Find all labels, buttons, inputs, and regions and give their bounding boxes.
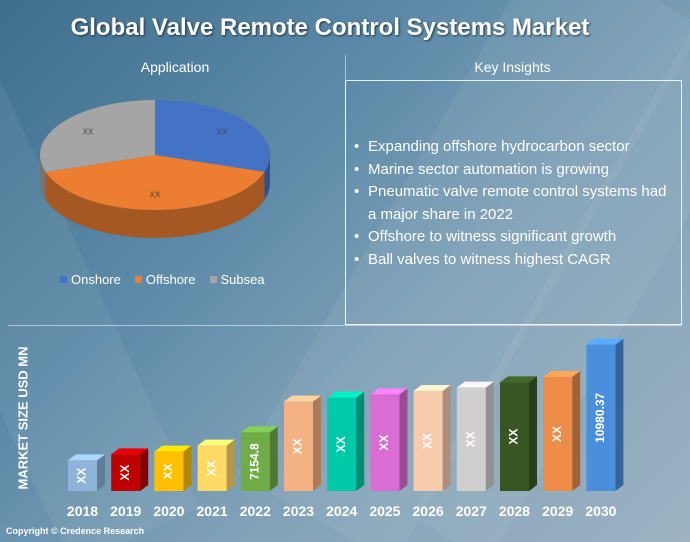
bar-top xyxy=(327,391,365,398)
legend-label: Offshore xyxy=(145,272,196,287)
bar-value-label: XX xyxy=(291,438,305,454)
bar-side xyxy=(485,381,494,491)
application-heading: Application xyxy=(140,59,210,75)
legend-item: Subsea xyxy=(209,272,265,287)
bar-top xyxy=(197,439,235,446)
bar-side xyxy=(183,445,192,491)
bar xyxy=(413,391,443,491)
pie-slice xyxy=(155,100,270,172)
bar-side xyxy=(97,454,105,491)
bar xyxy=(456,387,486,491)
pie-slice xyxy=(40,100,155,172)
legend-swatch xyxy=(134,276,142,283)
bar-value-label: XX xyxy=(507,429,521,445)
pie-slice-label: XX xyxy=(150,191,161,200)
bar-chart: XX 2018 XX 2019 XX 2020 XX 2021 7154.8 2022 XX 2023… xyxy=(67,338,624,519)
bar-side xyxy=(313,395,321,491)
pie-legend: Onshore Offshore Subsea xyxy=(60,272,265,287)
bar xyxy=(197,445,227,491)
pie-slice-label: XX xyxy=(83,128,94,137)
bar-side xyxy=(615,338,624,491)
section-divider xyxy=(8,325,682,326)
bar-value-label: XX xyxy=(334,436,348,452)
legend-item: Offshore xyxy=(134,272,196,287)
bar-top xyxy=(413,385,451,391)
bar-value-label: 10980.37 xyxy=(593,392,607,442)
legend-label: Subsea xyxy=(220,272,265,287)
x-tick-label: 2028 xyxy=(499,503,530,519)
x-tick-label: 2025 xyxy=(369,503,400,519)
legend-swatch xyxy=(209,276,217,283)
insight-item: Offshore to witness significant growth xyxy=(354,226,673,249)
insights-box: Expanding offshore hydrocarbon sectorMar… xyxy=(345,80,682,325)
bar-value-label: XX xyxy=(420,433,434,449)
bar-top xyxy=(240,426,278,433)
bar-side xyxy=(226,439,235,491)
bar-side xyxy=(529,376,537,491)
x-tick-label: 2018 xyxy=(67,503,98,519)
bar-top xyxy=(68,454,105,461)
bar xyxy=(154,451,184,491)
bar xyxy=(327,397,357,491)
bar xyxy=(284,401,313,491)
x-tick-label: 2027 xyxy=(456,503,487,519)
legend-label: Onshore xyxy=(71,272,121,287)
x-tick-label: 2026 xyxy=(413,503,444,519)
x-tick-label: 2019 xyxy=(110,503,141,519)
legend-item: Onshore xyxy=(60,272,121,287)
bar-top xyxy=(370,388,408,395)
bar xyxy=(543,377,573,491)
bar-top xyxy=(543,371,581,377)
x-tick-label: 2022 xyxy=(240,503,271,519)
bar-value-label: XX xyxy=(204,460,218,476)
bar-top xyxy=(500,376,537,383)
bar-side xyxy=(356,391,365,491)
bar-value-label: XX xyxy=(377,435,391,451)
pie-slice-label: XX xyxy=(217,128,228,137)
bar-value-label: XX xyxy=(161,463,175,479)
x-tick-label: 2024 xyxy=(326,503,357,519)
bar-side xyxy=(572,371,581,491)
insights-list: Expanding offshore hydrocarbon sectorMar… xyxy=(346,81,681,271)
bar-top xyxy=(284,395,321,402)
pie-slice-side xyxy=(264,155,270,200)
bar-top xyxy=(586,338,624,345)
copyright-text: Copyright © Credence Research xyxy=(6,526,145,536)
bar-value-label: 7154.8 xyxy=(247,443,261,480)
bar-side xyxy=(269,426,278,491)
x-tick-label: 2021 xyxy=(197,503,228,519)
x-tick-label: 2030 xyxy=(585,503,616,519)
legend-swatch xyxy=(60,276,67,283)
insight-item: Ball valves to witness highest CAGR xyxy=(354,249,673,272)
bar-value-label: XX xyxy=(550,426,564,442)
page-title: Global Valve Remote Control Systems Mark… xyxy=(70,14,590,41)
bar-value-label: XX xyxy=(463,431,477,447)
pie-slice-side xyxy=(40,155,46,200)
x-tick-label: 2023 xyxy=(283,503,314,519)
bar xyxy=(68,460,97,491)
insight-item: Marine sector automation is growing xyxy=(354,159,673,182)
pie-slice xyxy=(45,155,265,210)
insights-heading: Key Insights xyxy=(474,59,551,75)
bar-side xyxy=(399,388,408,491)
bar-top xyxy=(456,381,494,388)
pie-slice-side xyxy=(45,171,265,238)
bar-side xyxy=(442,385,451,491)
bar xyxy=(240,432,270,491)
pie-chart: XX XX XX xyxy=(40,100,270,238)
bar xyxy=(586,344,616,491)
bar xyxy=(500,382,529,491)
bar-value-label: XX xyxy=(118,465,132,481)
bar-top xyxy=(154,445,192,452)
insight-item: Pneumatic valve remote control systems h… xyxy=(354,181,673,226)
x-tick-label: 2020 xyxy=(153,503,184,519)
bar xyxy=(370,394,400,491)
x-tick-label: 2029 xyxy=(542,503,573,519)
bar-value-label: XX xyxy=(75,468,89,484)
bar-side xyxy=(140,448,149,491)
bar-top xyxy=(111,448,149,455)
bar xyxy=(111,454,141,491)
insight-item: Expanding offshore hydrocarbon sector xyxy=(354,136,673,159)
